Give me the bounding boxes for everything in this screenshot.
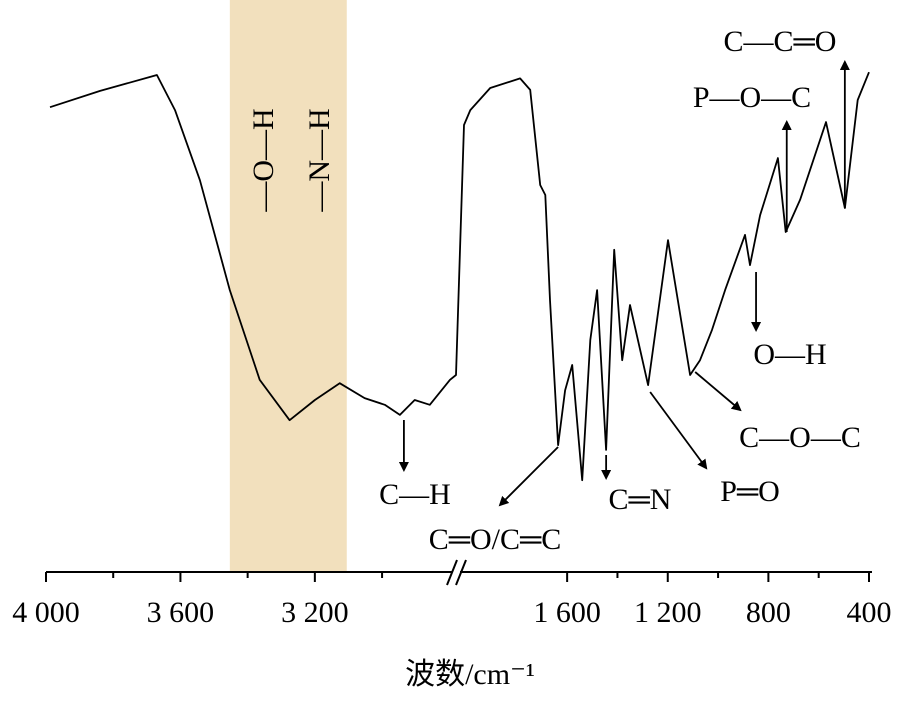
annotation-label: C—C═O (724, 25, 837, 58)
annotation-label: C—H (379, 478, 451, 511)
annotation-label: C—O—C (739, 421, 861, 454)
x-tick-label: 800 (746, 596, 791, 629)
band-label: —N—H (303, 108, 336, 212)
highlight-band (229, 0, 347, 572)
x-tick-label: 1 600 (533, 596, 601, 629)
annotation-arrow (694, 371, 742, 412)
annotation-label: P═O (720, 475, 780, 508)
annotation-label: C═N (609, 483, 672, 516)
annotation-label: P—O—C (693, 81, 811, 114)
spectrum-line (49, 71, 870, 482)
band-label: —O—H (247, 108, 280, 212)
x-tick-label: 1 200 (634, 596, 702, 629)
x-tick-label: 3 200 (281, 596, 349, 629)
annotation-label: C═O/C═C (429, 523, 562, 556)
annotation-arrow (649, 391, 708, 470)
x-tick-label: 3 600 (147, 596, 215, 629)
annotation-label: O—H (753, 338, 826, 371)
axis-break (446, 559, 467, 586)
annotation-arrow (498, 446, 559, 507)
x-tick-label: 400 (847, 596, 892, 629)
x-tick-label: 4 000 (12, 596, 80, 629)
x-axis-label: 波数/cm⁻¹ (405, 658, 535, 691)
